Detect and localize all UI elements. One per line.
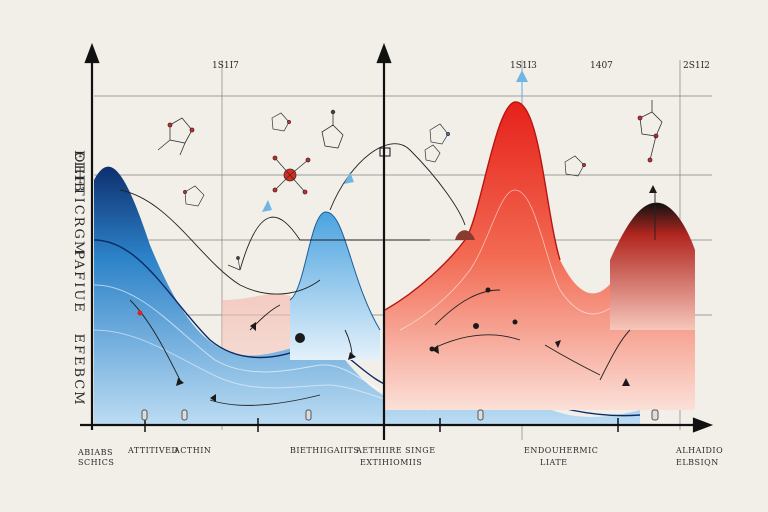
molecule-icon xyxy=(424,144,441,163)
bottom-label-1a: ABIABS xyxy=(77,448,113,457)
bottom-label-7b: ELBSIQN xyxy=(676,458,719,467)
top-label-3: 1407 xyxy=(590,61,613,71)
molecule-icon xyxy=(227,256,241,271)
top-label-2: 1S1I3 xyxy=(510,61,537,71)
bottom-label-4: BIETHIIGAIITS xyxy=(290,446,359,455)
molecule-icon xyxy=(271,112,291,132)
top-label-1: 1S1I7 xyxy=(212,61,239,71)
arrow-markers xyxy=(137,70,657,402)
probe-icons xyxy=(141,409,659,421)
axes xyxy=(80,42,714,440)
side-label-4: EFEBCM xyxy=(71,333,86,406)
molecule-icon xyxy=(429,123,450,145)
bottom-label-7a: ALHAIDIO xyxy=(675,446,723,455)
bottom-label-3: ACTHIN xyxy=(173,446,211,455)
x-axis-ticks xyxy=(144,418,619,432)
bottom-label-2: ATTITIVED xyxy=(127,446,178,455)
top-label-4: 2S1I2 xyxy=(683,61,710,71)
bottom-label-6a: ENDOUHERMIC xyxy=(524,446,598,455)
side-label-2: OEFTICRGM xyxy=(71,152,86,256)
molecule-icon xyxy=(321,109,344,149)
side-label-3: PAFIUE xyxy=(71,250,86,314)
red-energy-curve xyxy=(384,101,695,411)
blue-transition-peak xyxy=(289,211,381,360)
molecule-icon xyxy=(272,155,311,195)
bottom-label-6b: LIATE xyxy=(540,458,568,467)
bottom-label-5b: EXTIHIOMIIS xyxy=(360,458,422,467)
molecule-icon xyxy=(637,100,663,163)
molecule-icon xyxy=(564,155,586,177)
bottom-label-1b: SCHICS xyxy=(78,458,114,467)
molecule-icon xyxy=(183,185,205,207)
side-label-1: EIHB xyxy=(71,150,86,194)
molecule-icon xyxy=(157,117,195,156)
bottom-label-5a: AETHIIRE SINGE xyxy=(355,446,436,455)
